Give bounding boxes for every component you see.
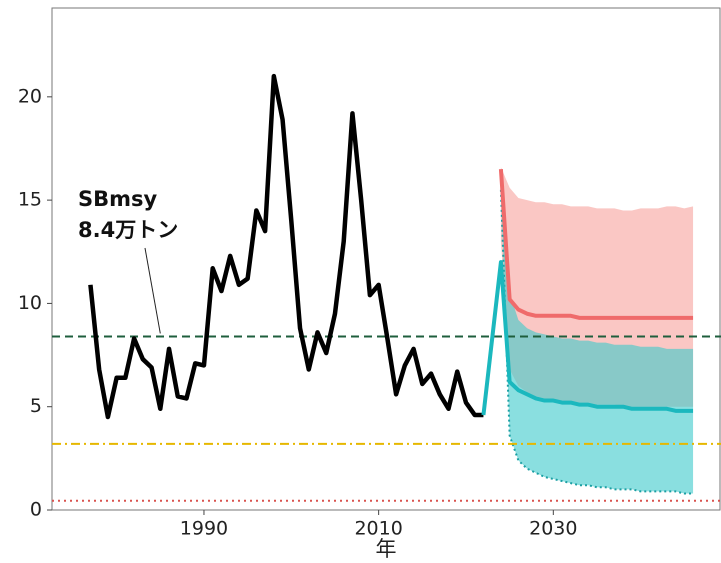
plot-frame [51, 7, 721, 511]
band-lower-edge [499, 189, 694, 495]
y-tick-label: 5 [30, 395, 42, 417]
annotation-line: SBmsy [78, 187, 158, 211]
uncertainty-band [500, 179, 694, 494]
x-tick-label: 1990 [180, 518, 228, 540]
y-tick-label: 15 [18, 189, 42, 211]
x-tick-label: 2010 [354, 518, 402, 540]
y-tick-label: 20 [18, 85, 42, 107]
annotation-leader [144, 247, 161, 334]
series-line [88, 73, 484, 420]
annotation-line: 8.4万トン [78, 218, 178, 242]
series-line [481, 260, 694, 416]
y-tick-label: 10 [18, 292, 42, 314]
x-axis-title: 年 [376, 537, 397, 561]
series-line [498, 169, 694, 320]
x-tick-label: 2030 [529, 518, 577, 540]
y-tick-label: 0 [30, 499, 42, 521]
